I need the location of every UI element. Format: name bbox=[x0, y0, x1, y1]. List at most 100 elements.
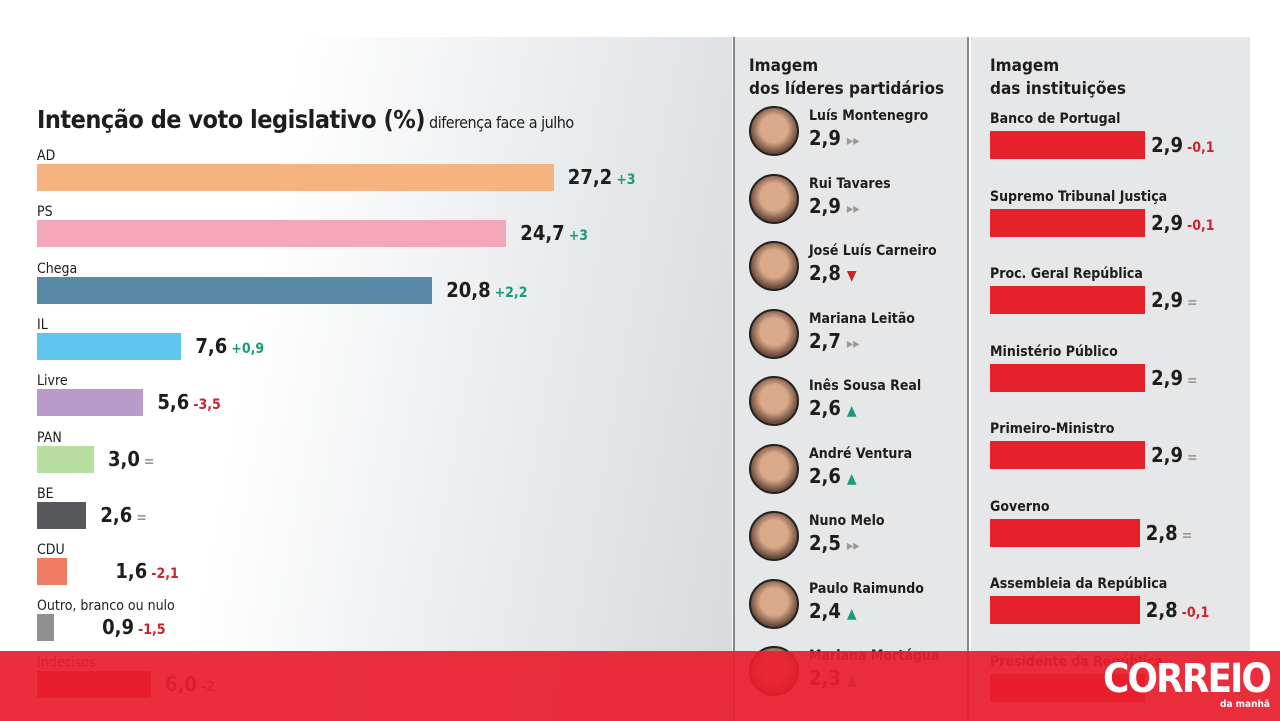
heading-line: Imagem bbox=[990, 56, 1060, 76]
leader-score: 2,4 ▲ bbox=[809, 599, 857, 623]
institution-name: Proc. Geral República bbox=[990, 266, 1143, 282]
trend-up-icon: ▲ bbox=[846, 470, 857, 487]
bar bbox=[37, 220, 507, 248]
leader-item: Paulo Raimundo 2,4 ▲ bbox=[749, 578, 969, 639]
leader-name: Nuno Melo bbox=[809, 513, 885, 529]
bar bbox=[37, 558, 68, 586]
value: 27,2 bbox=[567, 165, 613, 189]
value: 7,6 bbox=[195, 333, 228, 358]
bar bbox=[37, 614, 55, 642]
institution-score: 2,9 = bbox=[1151, 364, 1197, 395]
leader-name: Rui Tavares bbox=[809, 175, 891, 192]
score: 2,9 bbox=[1151, 133, 1184, 157]
institutions-heading: Imagem das instituições bbox=[990, 55, 1126, 101]
leaders-panel: Imagem dos líderes partidários Luís Monte… bbox=[733, 37, 969, 721]
leader-photo bbox=[749, 241, 799, 291]
change-label: = bbox=[1181, 527, 1193, 544]
score: 2,8 bbox=[809, 261, 841, 285]
bar bbox=[990, 363, 1146, 392]
institution-score: 2,9 = bbox=[1151, 286, 1197, 317]
institution-name: Assembleia da República bbox=[990, 576, 1168, 592]
leader-photo bbox=[749, 578, 799, 629]
score: 2,8 bbox=[1145, 598, 1178, 622]
bar bbox=[990, 441, 1146, 469]
change-label: -0,1 bbox=[1187, 217, 1215, 234]
score: 2,4 bbox=[809, 598, 841, 623]
brand-banner: CORREIO da manhã bbox=[0, 651, 1280, 721]
institution-name: Ministério Público bbox=[990, 343, 1118, 360]
institution-score: 2,9 = bbox=[1151, 441, 1197, 472]
institution-item: Governo 2,8 = bbox=[990, 498, 1250, 547]
bar-row: Outro, branco ou nulo 0,9 -1,5 bbox=[37, 598, 175, 642]
leader-score: 2,8 ▼ bbox=[809, 261, 857, 285]
change-label: -0,1 bbox=[1181, 605, 1210, 621]
leader-name: André Ventura bbox=[809, 445, 913, 462]
bar-row: Livre 5,6 -3,5 bbox=[37, 373, 221, 417]
leaders-heading: Imagem dos líderes partidários bbox=[749, 55, 944, 101]
bar-row: AD 27,2 +3 bbox=[37, 148, 636, 191]
bar-row: BE 2,6 = bbox=[37, 485, 147, 529]
score: 2,8 bbox=[1145, 520, 1178, 545]
heading-line: dos líderes partidários bbox=[749, 79, 945, 99]
change-label: -1,5 bbox=[137, 622, 166, 639]
institution-item: Supremo Tribunal Justiça 2,9 -0,1 bbox=[990, 188, 1250, 237]
change-label: +3 bbox=[616, 172, 636, 188]
institution-score: 2,8 = bbox=[1146, 519, 1192, 550]
bar-row: PS 24,7 +3 bbox=[37, 204, 588, 248]
value-label: 5,6 -3,5 bbox=[157, 389, 220, 419]
score: 2,7 bbox=[809, 328, 841, 353]
leader-name: José Luís Carneiro bbox=[809, 243, 937, 259]
institution-name: Governo bbox=[990, 498, 1050, 515]
change-label: = bbox=[143, 453, 155, 470]
institution-name: Supremo Tribunal Justiça bbox=[990, 188, 1168, 205]
institution-item: Ministério Público 2,9 = bbox=[990, 343, 1250, 392]
institution-name: Primeiro-Ministro bbox=[990, 421, 1115, 437]
score: 2,6 bbox=[809, 463, 841, 488]
trend-up-icon: ▲ bbox=[846, 403, 857, 419]
leader-item: Luís Montenegro 2,9 ▸▸ bbox=[749, 106, 969, 166]
category-label: AD bbox=[37, 148, 56, 164]
title-text: Intenção de voto legislativo (%) bbox=[37, 105, 426, 134]
change-label: -0,1 bbox=[1187, 140, 1215, 156]
value-label: 20,8 +2,2 bbox=[446, 277, 527, 307]
trend-up-icon: ▲ bbox=[846, 605, 857, 622]
logo-subtext: da manhã bbox=[1220, 699, 1270, 710]
change-label: = bbox=[1187, 450, 1198, 466]
institution-item: Proc. Geral República 2,9 = bbox=[990, 266, 1250, 314]
category-label: BE bbox=[37, 485, 54, 502]
institution-score: 2,9 -0,1 bbox=[1151, 131, 1214, 162]
bar bbox=[37, 276, 433, 304]
value: 1,6 bbox=[115, 559, 148, 584]
leader-item: Rui Tavares 2,9 ▸▸ bbox=[749, 173, 969, 234]
value: 24,7 bbox=[520, 221, 565, 246]
value-label: 0,9 -1,5 bbox=[102, 614, 165, 644]
bar bbox=[990, 208, 1146, 237]
logo-text: CORREIO bbox=[1103, 656, 1272, 702]
trend-down-icon: ▼ bbox=[846, 268, 857, 284]
leader-name: Luís Montenegro bbox=[809, 108, 929, 124]
score: 2,9 bbox=[1151, 365, 1184, 390]
value: 20,8 bbox=[446, 277, 491, 302]
change-label: +0,9 bbox=[231, 340, 265, 357]
leader-photo bbox=[749, 376, 799, 426]
value-label: 2,6 = bbox=[100, 502, 146, 532]
value: 3,0 bbox=[108, 446, 140, 471]
trend-flat-icon: ▸▸ bbox=[846, 335, 860, 352]
score: 2,9 bbox=[809, 126, 841, 150]
value-label: 24,7 +3 bbox=[520, 220, 588, 250]
institution-item: Primeiro-Ministro 2,9 = bbox=[990, 421, 1250, 469]
value: 5,6 bbox=[157, 390, 190, 415]
change-label: = bbox=[136, 509, 147, 526]
correio-logo[interactable]: CORREIO da manhã bbox=[1103, 656, 1272, 711]
bar bbox=[990, 131, 1146, 159]
category-label: IL bbox=[37, 316, 48, 333]
value: 0,9 bbox=[102, 615, 134, 640]
leader-name: Mariana Leitão bbox=[809, 310, 915, 327]
bar bbox=[990, 518, 1140, 547]
leader-photo bbox=[749, 308, 799, 359]
change-label: +3 bbox=[568, 228, 589, 245]
change-label: = bbox=[1187, 295, 1198, 311]
bar bbox=[990, 596, 1140, 624]
category-label: Livre bbox=[37, 373, 68, 390]
bar bbox=[990, 286, 1146, 314]
